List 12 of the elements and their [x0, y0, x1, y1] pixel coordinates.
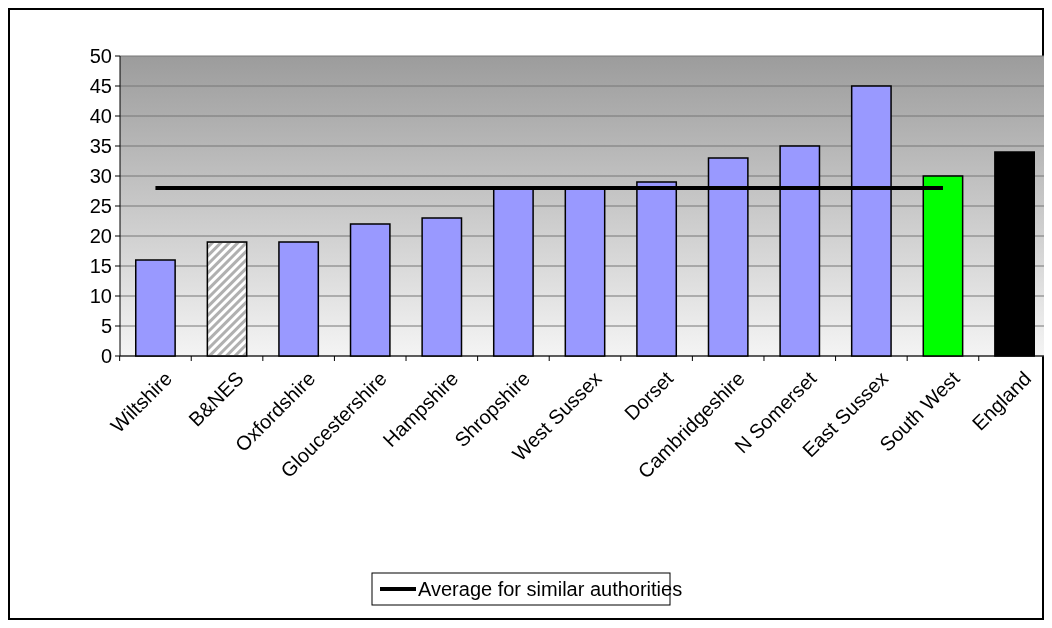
y-tick-label: 5	[100, 315, 112, 337]
y-tick-label: 0	[100, 345, 112, 367]
y-tick-label: 30	[89, 165, 112, 187]
y-tick-label: 10	[89, 285, 112, 307]
y-tick-label: 50	[89, 45, 112, 67]
y-tick-label: 45	[89, 75, 112, 97]
legend-label: Average for similar authorities	[418, 578, 683, 600]
y-tick-label: 15	[89, 255, 112, 277]
y-tick-label: 40	[89, 105, 112, 127]
y-tick-label: 25	[89, 195, 112, 217]
y-tick-label: 20	[89, 225, 112, 247]
y-tick-label: 35	[89, 135, 112, 157]
